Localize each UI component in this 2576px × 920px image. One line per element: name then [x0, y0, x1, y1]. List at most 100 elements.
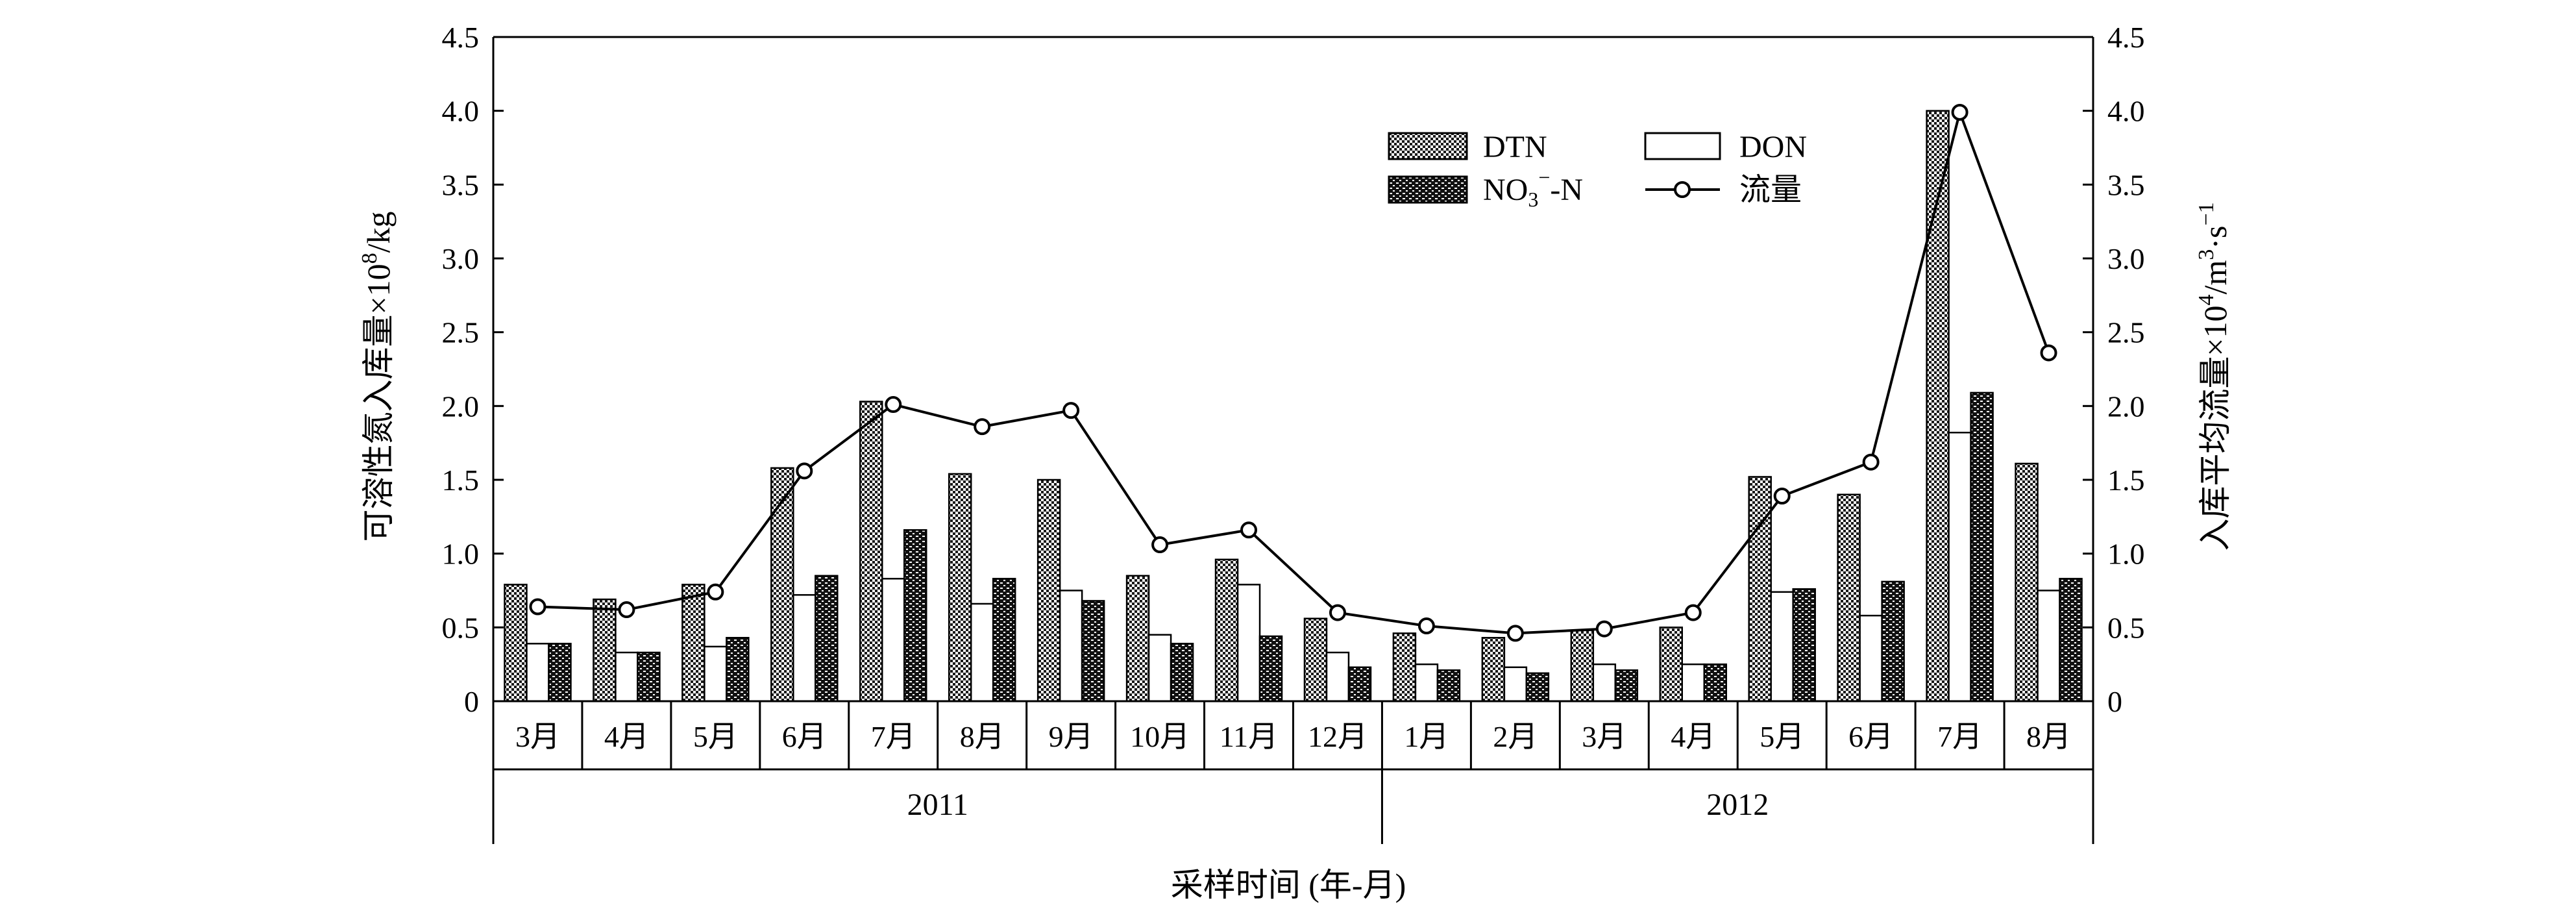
- bar-dtn-10: [1392, 632, 1417, 702]
- bar-dtn-4: [859, 401, 883, 702]
- right-tick-label-3: 1.5: [2107, 464, 2145, 497]
- bar-don-6: [1059, 590, 1083, 702]
- bar-dtn-15: [1837, 493, 1861, 702]
- x-tick-label-3: 6月: [782, 720, 827, 753]
- right-tick-label-4: 2.0: [2107, 390, 2145, 423]
- x-tick-label-11: 2月: [1493, 720, 1538, 753]
- x-tick-label-8: 11月: [1220, 720, 1278, 753]
- flow-point-1: [618, 601, 635, 619]
- flow-point-13: [1684, 604, 1702, 621]
- right-tick-label-6: 3.0: [2107, 242, 2145, 275]
- left-tick-label-4: 2.0: [442, 390, 480, 423]
- x-tick-label-10: 1月: [1404, 720, 1449, 753]
- x-tick-label-0: 3月: [515, 720, 560, 753]
- bar-don-1: [615, 651, 639, 702]
- right-tick-label-5: 2.5: [2107, 316, 2145, 349]
- x-tick-label-5: 8月: [960, 720, 1005, 753]
- legend-swatch-no3n: [1388, 175, 1468, 204]
- bar-dtn-11: [1481, 636, 1506, 702]
- axes: 3月 4月 5月 6月 7月 8月 9月 10月 11月 12月 1月 2月 3月 4月 5月 6月 7月 8月 2…: [442, 21, 2145, 844]
- legend-swatch-dtn: [1388, 132, 1468, 160]
- flow-point-12: [1595, 620, 1613, 638]
- bar-no3n-16: [1970, 392, 1994, 702]
- bar-don-14: [1770, 591, 1794, 702]
- x-tick-label-4: 7月: [871, 720, 916, 753]
- legend-label-don: DON: [1739, 130, 1807, 164]
- bar-don-13: [1681, 663, 1705, 702]
- right-tick-label-2: 1.0: [2107, 538, 2145, 571]
- x-tick-label-12: 3月: [1582, 720, 1626, 753]
- flow-point-5: [974, 418, 991, 436]
- left-tick-label-7: 3.5: [442, 168, 480, 201]
- bar-no3n-13: [1703, 663, 1727, 702]
- bar-no3n-4: [903, 529, 927, 702]
- left-tick-label-6: 3.0: [442, 242, 480, 275]
- left-tick-label-9: 4.5: [442, 21, 480, 54]
- bar-don-16: [1948, 432, 1972, 702]
- legend-label-dtn: DTN: [1483, 130, 1547, 164]
- bar-dtn-9: [1303, 617, 1328, 702]
- flow-line: [537, 108, 2050, 635]
- flow-point-7: [1151, 536, 1169, 554]
- left-tick-label-2: 1.0: [442, 538, 480, 571]
- bar-don-12: [1592, 663, 1617, 702]
- bar-no3n-12: [1614, 669, 1639, 702]
- x-axis-title: 采样时间 (年-月): [1171, 867, 1406, 903]
- bar-don-17: [2037, 590, 2061, 702]
- bar-no3n-3: [815, 575, 839, 702]
- flow-point-9: [1329, 604, 1346, 621]
- bar-don-4: [881, 578, 905, 702]
- bar-dtn-0: [504, 584, 528, 702]
- x-tick-label-15: 6月: [1848, 720, 1893, 753]
- right-tick-label-7: 3.5: [2107, 168, 2145, 201]
- right-axis-title: 入库平均流量×104/m3·s−1: [2194, 202, 2233, 551]
- bar-dtn-8: [1214, 558, 1239, 702]
- flow-point-8: [1240, 521, 1258, 539]
- bar-don-3: [792, 594, 816, 702]
- flow-point-10: [1417, 617, 1435, 635]
- left-tick-label-5: 2.5: [442, 316, 480, 349]
- bar-no3n-0: [548, 643, 572, 702]
- bar-dtn-2: [681, 584, 705, 702]
- right-tick-label-1: 0.5: [2107, 611, 2145, 644]
- bar-dtn-17: [2015, 462, 2039, 702]
- flow-point-4: [885, 396, 902, 414]
- x-tick-label-17: 8月: [2026, 720, 2071, 753]
- flow-point-16: [1951, 103, 1969, 121]
- legend-marker-flow: [1674, 181, 1691, 198]
- bar-don-9: [1325, 651, 1350, 702]
- x-tick-label-9: 12月: [1308, 720, 1368, 753]
- x-tick-label-16: 7月: [1937, 720, 1982, 753]
- bar-no3n-14: [1792, 588, 1816, 702]
- bar-no3n-6: [1081, 600, 1105, 702]
- bar-don-5: [970, 603, 994, 702]
- bar-no3n-9: [1347, 666, 1372, 702]
- flow-point-2: [707, 583, 724, 601]
- bar-no3n-17: [2059, 578, 2083, 702]
- right-tick-label-9: 4.5: [2107, 21, 2145, 54]
- bar-don-10: [1414, 663, 1439, 702]
- year-label-2011: 2011: [907, 788, 968, 822]
- bar-don-15: [1859, 614, 1883, 702]
- bar-don-11: [1503, 666, 1528, 702]
- bar-dtn-5: [948, 473, 972, 702]
- x-tick-label-7: 10月: [1130, 720, 1190, 753]
- x-tick-label-6: 9月: [1049, 720, 1094, 753]
- legend-label-no3n: NO3−-N: [1483, 166, 1583, 211]
- x-tick-label-1: 4月: [604, 720, 649, 753]
- left-tick-label-0: 0: [464, 685, 479, 718]
- flow-point-6: [1062, 402, 1080, 419]
- bar-dtn-7: [1125, 575, 1150, 702]
- bar-dtn-6: [1037, 479, 1061, 702]
- bar-dtn-13: [1659, 627, 1683, 702]
- year-label-2012: 2012: [1706, 788, 1769, 822]
- flow-point-11: [1506, 625, 1524, 642]
- bar-don-7: [1147, 634, 1172, 702]
- flow-point-3: [796, 462, 813, 480]
- flow-point-0: [529, 598, 546, 615]
- plot-area: [504, 103, 2083, 702]
- right-tick-label-0: 0: [2107, 685, 2122, 718]
- legend: DTN DON NO3−-N 流量: [1388, 130, 1807, 211]
- x-tick-label-14: 5月: [1760, 720, 1804, 753]
- bar-no3n-15: [1881, 580, 1905, 702]
